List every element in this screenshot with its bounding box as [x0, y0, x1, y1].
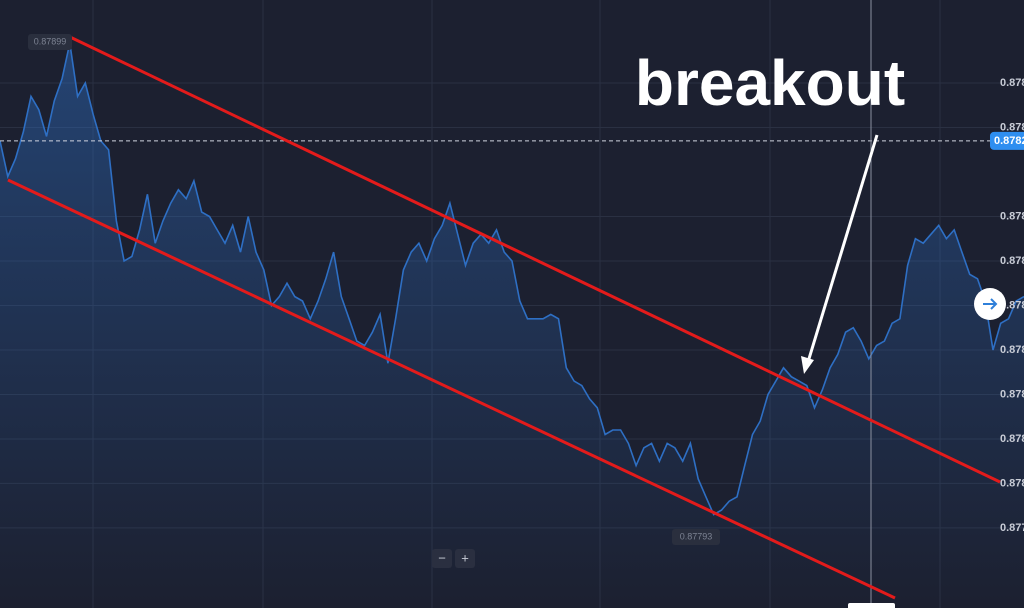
y-tick-label: 0.878 [1000, 477, 1024, 489]
high-badge [28, 34, 72, 50]
y-tick-label: 0.878 [1000, 299, 1024, 311]
current-price-badge [990, 131, 1024, 150]
current-price-label: 0.8782 [994, 135, 1024, 147]
scroll-right-button[interactable] [974, 288, 1006, 320]
low-label: 0.87793 [680, 531, 713, 541]
zoom-in-button[interactable]: + [455, 549, 475, 568]
zoom-in-label[interactable]: + [461, 550, 469, 565]
arrow-head [801, 356, 814, 374]
high-label: 0.87899 [34, 36, 67, 46]
price-line [0, 42, 1024, 516]
arrow-shaft [806, 134, 879, 363]
low-badge [672, 529, 720, 545]
price-area [0, 43, 1024, 608]
y-tick-label: 0.877 [1000, 522, 1024, 534]
y-tick-label: 0.878 [1000, 210, 1024, 222]
annotation: breakout [635, 47, 905, 119]
zoom-out-button[interactable]: − [432, 549, 452, 568]
zoom-out-label[interactable]: − [438, 550, 446, 565]
y-tick-label: 0.878 [1000, 77, 1024, 89]
y-tick-label: 0.878 [1000, 255, 1024, 267]
y-tick-label: 0.878 [1000, 121, 1024, 133]
channel-upper [69, 35, 1001, 484]
y-tick-label: 0.878 [1000, 388, 1024, 400]
y-tick-label: 0.878 [1000, 344, 1024, 356]
time-badge [848, 603, 895, 608]
channel-lower [7, 178, 896, 600]
y-tick-label: 0.878 [1000, 433, 1024, 445]
